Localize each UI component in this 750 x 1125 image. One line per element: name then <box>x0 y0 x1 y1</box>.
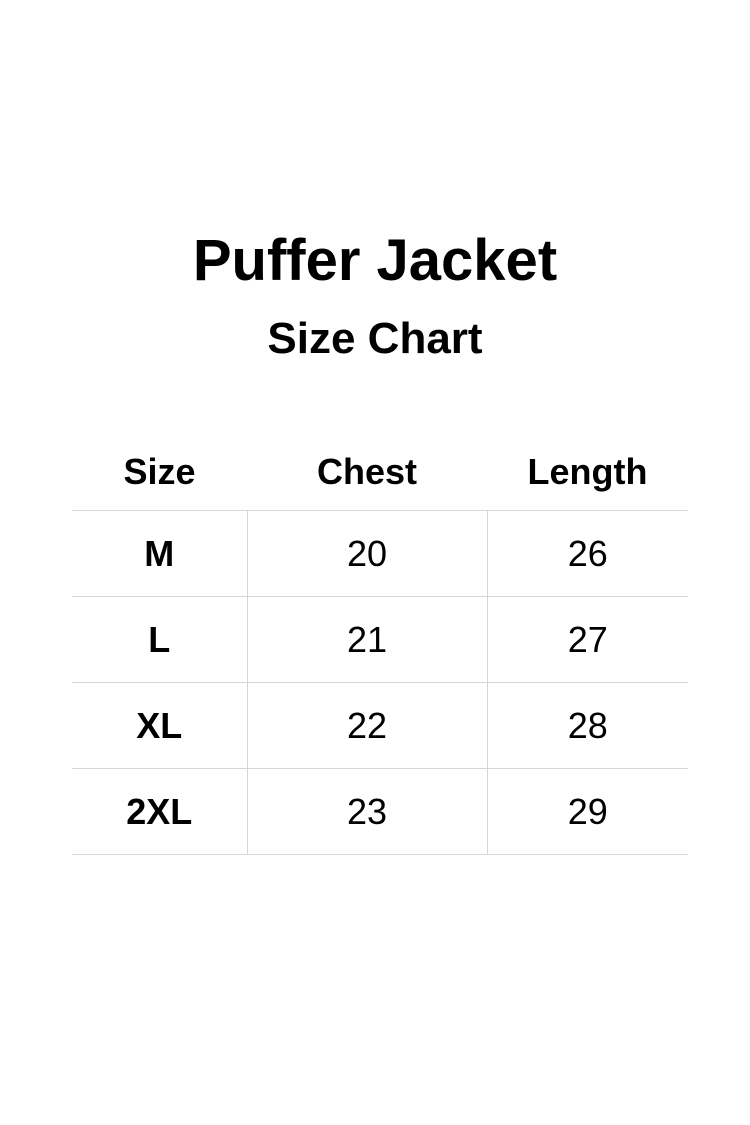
table-row: L 21 27 <box>72 596 688 683</box>
header-length: Length <box>487 434 688 511</box>
table-row: XL 22 28 <box>72 682 688 769</box>
size-chart-table: Size Chest Length M 20 26 L 21 27 XL 22 … <box>72 434 688 855</box>
size-cell: M <box>72 510 247 597</box>
header-chest: Chest <box>247 434 487 511</box>
size-cell: 2XL <box>72 768 247 855</box>
table-row: 2XL 23 29 <box>72 768 688 855</box>
length-cell: 26 <box>486 510 688 597</box>
length-cell: 27 <box>486 596 688 683</box>
length-cell: 29 <box>486 768 688 855</box>
page-title: Puffer Jacket <box>192 228 558 293</box>
chest-cell: 22 <box>246 682 487 769</box>
length-cell: 28 <box>486 682 688 769</box>
chest-cell: 20 <box>246 510 487 597</box>
page-subtitle: Size Chart <box>267 314 483 363</box>
header-row: Size Chest Length <box>72 434 688 511</box>
size-cell: XL <box>72 682 247 769</box>
size-cell: L <box>72 596 247 683</box>
header-size: Size <box>72 434 247 511</box>
table-row: M 20 26 <box>72 510 688 597</box>
chest-cell: 21 <box>246 596 487 683</box>
chest-cell: 23 <box>246 768 487 855</box>
